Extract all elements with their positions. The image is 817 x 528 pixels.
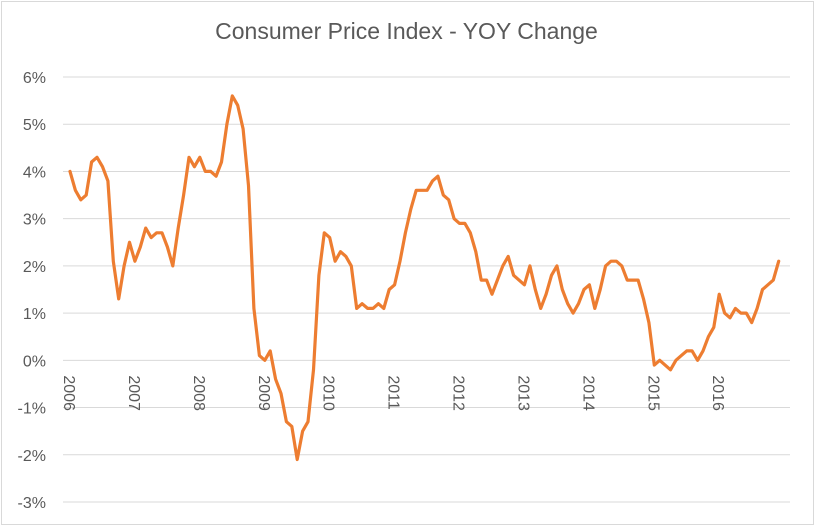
y-tick-label: 3% xyxy=(23,212,46,229)
y-tick-label: -3% xyxy=(18,495,46,512)
x-tick-label: 2007 xyxy=(125,375,142,411)
y-tick-label: -2% xyxy=(18,448,46,465)
x-tick-label: 2009 xyxy=(255,375,272,411)
y-tick-label: 5% xyxy=(23,117,46,134)
x-tick-label: 2006 xyxy=(60,375,77,411)
x-tick-label: 2010 xyxy=(320,375,337,411)
cpi-series-line xyxy=(68,94,781,462)
chart-title: Consumer Price Index - YOY Change xyxy=(215,18,598,44)
y-tick-label: 6% xyxy=(23,70,46,87)
x-tick-label: 2008 xyxy=(190,375,207,411)
y-axis-labels: 6% 5% 4% 3% 2% 1% 0% -1% -2% -3% xyxy=(18,70,46,512)
y-tick-label: 0% xyxy=(23,353,46,370)
y-tick-label: 4% xyxy=(23,164,46,181)
x-axis-labels: 2006 2007 2008 2009 2010 2011 2012 2013 2014 2015… xyxy=(60,375,726,411)
x-tick-label: 2013 xyxy=(514,375,531,411)
x-tick-label: 2014 xyxy=(579,375,596,411)
x-tick-label: 2016 xyxy=(709,375,726,411)
y-tick-label: -1% xyxy=(18,401,46,418)
x-tick-label: 2012 xyxy=(450,375,467,411)
y-tick-label: 1% xyxy=(23,306,46,323)
gridlines xyxy=(63,76,790,503)
x-tick-label: 2015 xyxy=(644,375,661,411)
x-tick-label: 2011 xyxy=(385,375,402,410)
y-tick-label: 2% xyxy=(23,259,46,276)
